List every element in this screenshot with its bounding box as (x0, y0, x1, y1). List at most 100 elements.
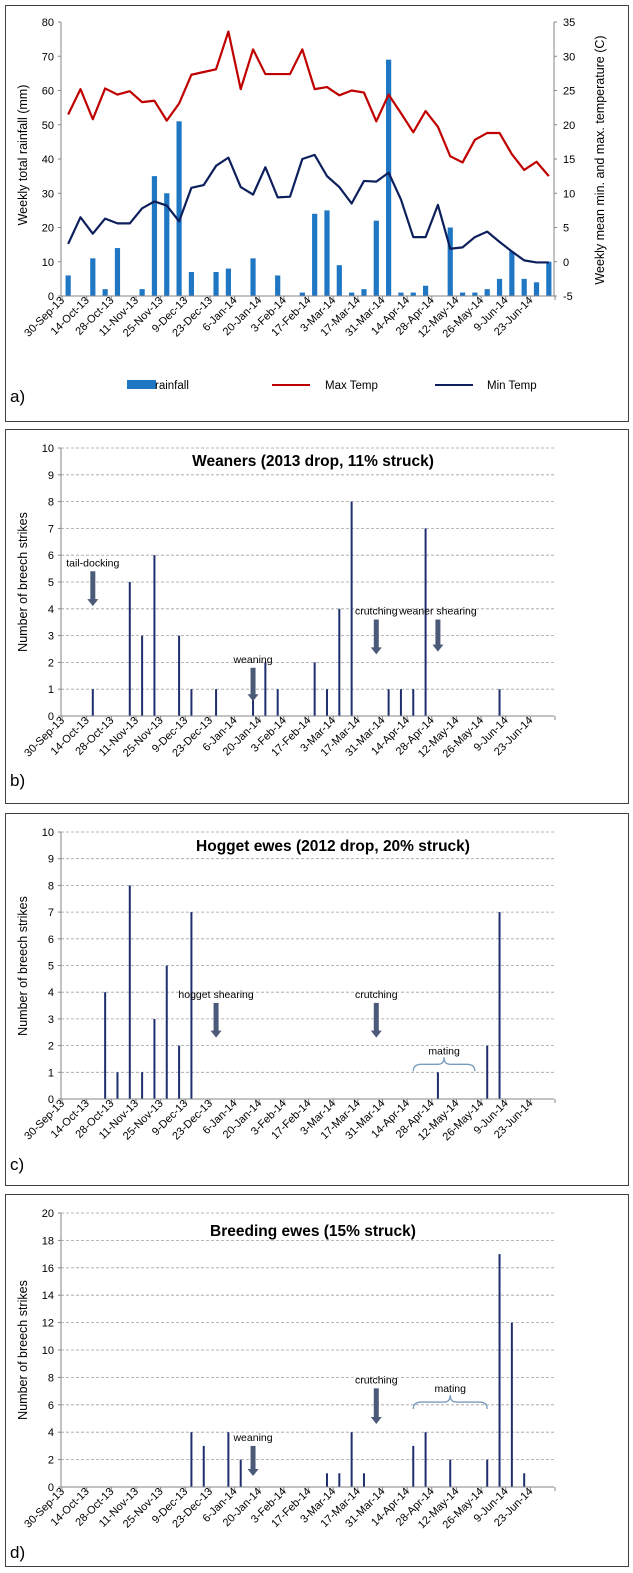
strike-bar (165, 965, 168, 1099)
annotation-mating: mating (428, 1045, 460, 1057)
panel-c-frame (5, 813, 629, 1186)
y-tick-label-d-16: 16 (42, 1263, 54, 1275)
rainfall-bar (176, 121, 182, 296)
arrow-icon (373, 1002, 379, 1032)
chart-title-b: Weaners (2013 drop, 11% struck) (192, 453, 434, 470)
annotation-mating: mating (434, 1383, 466, 1395)
arrow-head-icon (370, 647, 382, 655)
y-tick-label-a-50: 50 (42, 120, 54, 132)
strike-bar (252, 689, 255, 716)
rainfall-bar (509, 251, 515, 296)
y-tick-label-a-right-20: 20 (563, 120, 575, 132)
y-tick-label-d-14: 14 (42, 1290, 54, 1302)
rainfall-bar (349, 292, 355, 296)
annotations-panel-b: tail-docking weaning crutching weaner shear… (66, 557, 477, 702)
y-tick-label-c-4: 4 (48, 987, 54, 999)
strike-bar (498, 689, 501, 716)
rainfall-bar (225, 268, 231, 296)
annotation-tail-docking: tail-docking (66, 557, 119, 569)
axes-panel-a: 0 10 20 30 40 50 60 70 80 -5 0 5 10 15 20 25 30 35 (42, 17, 576, 303)
arrow-head-icon (247, 694, 259, 702)
strike-bar (338, 1473, 341, 1487)
y-tick-label-d-4: 4 (48, 1427, 54, 1439)
rainfall-bar (188, 272, 195, 296)
y-tick-label-b-9: 9 (48, 470, 54, 482)
rainfall-bar (398, 292, 404, 296)
panel-label-a: a) (10, 387, 25, 406)
strike-bar (227, 1432, 230, 1487)
strike-bar (141, 1072, 144, 1099)
strike-bar (128, 582, 131, 716)
arrow-head-icon (210, 1030, 222, 1038)
y-tick-label-d-6: 6 (48, 1400, 54, 1412)
rainfall-bar (213, 272, 219, 296)
strike-bar (153, 555, 156, 716)
strike-bar (128, 885, 131, 1099)
strike-bar (362, 1473, 365, 1487)
arrow-head-icon (370, 1030, 382, 1038)
legend-panel-a: rainfall Max Temp Min Temp (127, 380, 537, 392)
y-tick-label-b-1: 1 (48, 684, 54, 696)
rainfall-bar (373, 220, 379, 296)
rainfall-bar (472, 292, 478, 296)
legend-label-rainfall: rainfall (155, 380, 189, 392)
strike-bar (178, 1045, 181, 1099)
y-tick-label-c-5: 5 (48, 961, 54, 973)
rainfall-bar (151, 176, 158, 296)
rainfall-bar (447, 227, 453, 296)
strike-bar (399, 689, 402, 716)
panel-b-frame (5, 429, 629, 804)
annotation-crutching: crutching (355, 989, 398, 1001)
strike-bar (387, 689, 390, 716)
mating-bracket (412, 1395, 488, 1410)
y-tick-label-a-right-5: -5 (563, 291, 573, 303)
annotation-weaning: weaning (232, 1432, 272, 1444)
annotation-crutching: crutching (355, 1374, 398, 1386)
chart-title-d: Breeding ewes (15% struck) (210, 1223, 416, 1240)
strike-bar (498, 912, 501, 1099)
strike-bar (190, 912, 193, 1099)
strike-bar (116, 1072, 119, 1099)
rainfall-bar (496, 278, 503, 296)
y-tick-label-d-20: 20 (42, 1208, 54, 1220)
y-tick-label-c-1: 1 (48, 1067, 54, 1079)
y-tick-label-a-80: 80 (42, 17, 54, 29)
y-tick-label-a-20: 20 (42, 223, 54, 235)
max-temp-line (67, 30, 550, 177)
strike-bar (202, 1445, 205, 1487)
strike-bar (325, 689, 328, 716)
legend-label-min-temp: Min Temp (487, 380, 537, 392)
rainfall-bar (484, 289, 490, 296)
y-tick-label-b-5: 5 (48, 577, 54, 589)
strike-bar (338, 608, 341, 716)
arrow-head-icon (432, 644, 444, 652)
strike-bar (350, 501, 353, 716)
y-tick-label-a-0: 0 (48, 291, 54, 303)
y-axis-label-d: Number of breech strikes (16, 1280, 30, 1420)
arrow-icon (373, 619, 379, 649)
strike-bar (104, 992, 107, 1099)
strike-bar (510, 1322, 513, 1487)
rainfall-bar (312, 213, 318, 296)
rainfall-bar (65, 275, 71, 296)
annotation-crutching: crutching (355, 606, 398, 618)
y-tick-label-a-right-0: 0 (563, 257, 569, 269)
y-tick-label-d-10: 10 (42, 1345, 54, 1357)
axes-panel-d: 0 2 4 6 8 10 12 14 16 18 20 (42, 1208, 556, 1494)
strike-bar (141, 635, 144, 716)
panel-a-frame (5, 5, 629, 422)
strike-bar (190, 689, 193, 716)
y-tick-label-a-right-10: 10 (563, 188, 575, 200)
y-tick-label-c-2: 2 (48, 1041, 54, 1053)
arrow-head-icon (247, 1469, 259, 1477)
rainfall-bar (386, 59, 392, 296)
y-tick-label-b-7: 7 (48, 523, 54, 535)
strike-bar (313, 662, 316, 716)
y-tick-label-a-10: 10 (42, 257, 54, 269)
rainfall-bar (422, 285, 429, 296)
y-tick-label-c-0: 0 (48, 1094, 54, 1106)
annotation-hogget-shearing: hogget shearing (178, 989, 253, 1001)
strike-bar (436, 1072, 439, 1099)
strike-bar (498, 1254, 501, 1487)
y-tick-label-c-10: 10 (42, 827, 54, 839)
